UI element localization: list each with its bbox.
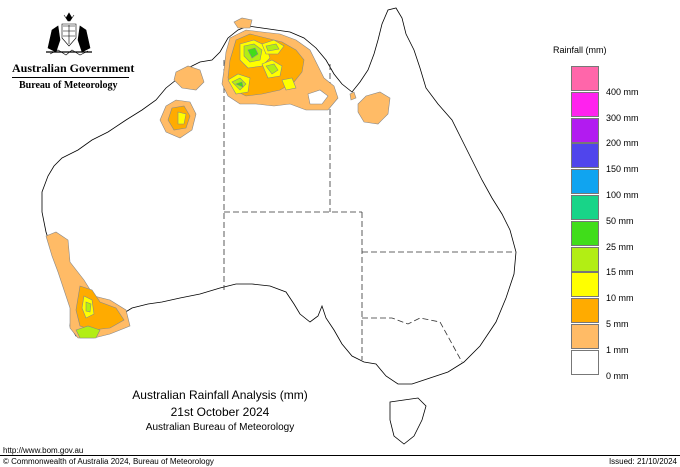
legend-label: 15 mm <box>606 267 634 278</box>
bureau-name: Bureau of Meteorology <box>19 80 118 91</box>
issued-date: Issued: 21/10/2024 <box>608 457 677 466</box>
legend-swatch <box>571 169 599 195</box>
legend-swatch <box>571 324 599 349</box>
tasmania <box>389 397 427 445</box>
map-title: Australian Rainfall Analysis (mm) <box>132 388 308 402</box>
legend-swatch <box>571 349 599 375</box>
legend-label: 100 mm <box>606 190 639 200</box>
legend-title: Rainfall (mm) <box>553 45 607 55</box>
state-borders <box>223 60 512 363</box>
copyright-notice: © Commonwealth of Australia 2024, Bureau… <box>3 457 214 466</box>
legend-label: 150 mm <box>606 164 639 175</box>
legend-label: 10 mm <box>606 293 634 304</box>
legend-swatch <box>571 66 599 91</box>
legend-label: 0 mm <box>606 370 629 381</box>
header-rule <box>12 77 129 78</box>
map-agency: Australian Bureau of Meteorology <box>145 422 295 433</box>
legend-label: 300 mm <box>606 112 639 123</box>
footer-rule <box>0 455 680 456</box>
map-date: 21st October 2024 <box>170 405 270 419</box>
legend-swatch <box>571 246 599 272</box>
legend-swatch <box>571 195 599 220</box>
coat-of-arms-icon <box>46 12 92 56</box>
legend-swatch <box>571 220 599 246</box>
legend-swatch <box>571 117 599 143</box>
website-url[interactable]: http://www.bom.gov.au <box>3 446 84 455</box>
legend-label: 400 mm <box>606 86 639 97</box>
government-name: Australian Government <box>12 61 135 75</box>
legend-label: 50 mm <box>606 215 634 226</box>
legend-label: 5 mm <box>606 319 629 329</box>
legend-label: 25 mm <box>606 241 634 252</box>
legend-swatch <box>571 272 599 298</box>
legend-swatch <box>571 298 599 324</box>
legend-label: 200 mm <box>606 138 639 149</box>
legend-label: 1 mm <box>606 344 629 355</box>
legend-swatch <box>571 91 599 117</box>
rainfall-areas <box>45 17 391 339</box>
legend-swatch <box>571 143 599 169</box>
